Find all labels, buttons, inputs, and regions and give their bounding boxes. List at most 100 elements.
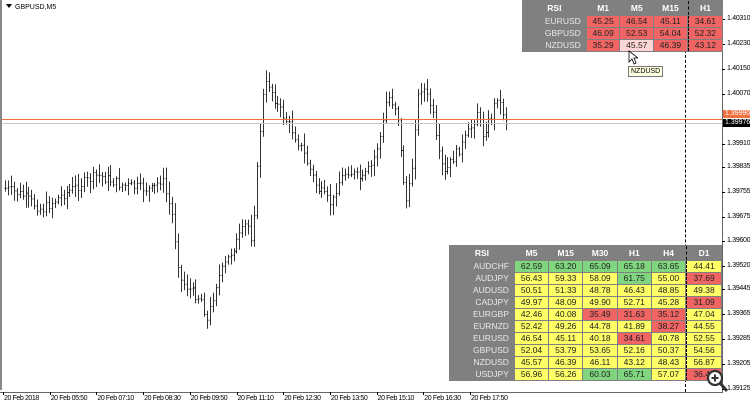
rsi-value-cell[interactable]: 46.43 [617,285,651,296]
ohlc-bar [388,91,391,107]
symbol-label[interactable]: AUDJPY [450,273,514,284]
rsi-value-cell[interactable]: 50.37 [651,345,686,356]
rsi-value-cell[interactable]: 46.09 [586,28,620,39]
rsi-value-cell[interactable]: 48.78 [583,285,617,296]
ohlc-bar [444,154,447,180]
ohlc-bar [156,177,159,193]
symbol-label[interactable]: EURUSD [523,16,586,27]
rsi-value-cell[interactable]: 34.61 [617,333,651,344]
rsi-value-cell[interactable]: 53.79 [549,345,583,356]
rsi-value-cell[interactable]: 45.57 [620,40,654,51]
symbol-label[interactable]: NZDUSD [450,357,514,368]
rsi-value-cell[interactable]: 59.33 [549,273,583,284]
rsi-value-cell[interactable]: 31.63 [617,309,651,320]
symbol-label[interactable]: GBPUSD [450,345,514,356]
rsi-value-cell[interactable]: 54.04 [654,28,687,39]
rsi-value-cell[interactable]: 52.55 [686,333,721,344]
rsi-value-cell[interactable]: 56.43 [514,273,549,284]
rsi-value-cell[interactable]: 35.49 [583,309,617,320]
ohlc-bar [429,88,432,114]
magnifier-plus-icon[interactable] [705,368,729,401]
symbol-label[interactable]: AUDUSD [450,285,514,296]
rsi-value-cell[interactable]: 40.08 [549,309,583,320]
symbol-label[interactable]: EURUSD [450,333,514,344]
rsi-value-cell[interactable]: 52.42 [514,321,549,332]
rsi-value-cell[interactable]: 65.18 [617,261,651,272]
rsi-value-cell[interactable]: 61.75 [617,273,651,284]
rsi-value-cell[interactable]: 53.65 [583,345,617,356]
rsi-value-cell[interactable]: 47.04 [686,309,721,320]
time-tick [49,392,51,395]
rsi-value-cell[interactable]: 56.87 [686,357,721,368]
ohlc-bar [285,112,288,125]
rsi-value-cell[interactable]: 49.97 [514,297,549,308]
rsi-value-cell[interactable]: 46.54 [514,333,549,344]
rsi-value-cell[interactable]: 41.89 [617,321,651,332]
rsi-value-cell[interactable]: 63.20 [549,261,583,272]
rsi-value-cell[interactable]: 31.09 [686,297,721,308]
rsi-value-cell[interactable]: 51.33 [549,285,583,296]
ohlc-bar [449,157,452,177]
rsi-value-cell[interactable]: 48.43 [651,357,686,368]
rsi-value-cell[interactable]: 52.32 [687,28,722,39]
ohlc-bar [256,162,259,220]
rsi-value-cell[interactable]: 40.78 [651,333,686,344]
rsi-value-cell[interactable]: 46.39 [654,40,687,51]
rsi-value-cell[interactable]: 38.27 [651,321,686,332]
rsi-value-cell[interactable]: 37.69 [686,273,721,284]
rsi-value-cell[interactable]: 63.65 [651,261,686,272]
rsi-value-cell[interactable]: 40.18 [583,333,617,344]
rsi-value-cell[interactable]: 36.42 [686,369,721,380]
price-chart[interactable] [0,0,723,390]
rsi-value-cell[interactable]: 44.55 [686,321,721,332]
symbol-label[interactable]: GBPUSD [523,28,586,39]
rsi-value-cell[interactable]: 46.11 [583,357,617,368]
symbol-label[interactable]: EURNZD [450,321,514,332]
rsi-value-cell[interactable]: 52.16 [617,345,651,356]
rsi-value-cell[interactable]: 55.00 [651,273,686,284]
rsi-value-cell[interactable]: 54.56 [686,345,721,356]
rsi-value-cell[interactable]: 60.03 [583,369,617,380]
rsi-value-cell[interactable]: 42.46 [514,309,549,320]
rsi-value-cell[interactable]: 43.12 [687,40,722,51]
price-label: 1.39205 [727,360,750,368]
rsi-value-cell[interactable]: 35.12 [651,309,686,320]
rsi-value-cell[interactable]: 48.09 [549,297,583,308]
rsi-value-cell[interactable]: 62.59 [514,261,549,272]
rsi-value-cell[interactable]: 35.29 [586,40,620,51]
rsi-value-cell[interactable]: 44.78 [583,321,617,332]
rsi-value-cell[interactable]: 50.51 [514,285,549,296]
rsi-value-cell[interactable]: 49.38 [686,285,721,296]
symbol-label[interactable]: EURGBP [450,309,514,320]
symbol-label[interactable]: USDJPY [450,369,514,380]
rsi-value-cell[interactable]: 65.09 [583,261,617,272]
rsi-value-cell[interactable]: 52.04 [514,345,549,356]
rsi-value-cell[interactable]: 48.85 [651,285,686,296]
dropdown-triangle-icon[interactable] [6,4,12,8]
rsi-value-cell[interactable]: 45.57 [514,357,549,368]
ohlc-bar [250,214,253,247]
rsi-value-cell[interactable]: 44.41 [686,261,721,272]
ohlc-bar [376,143,379,167]
rsi-value-cell[interactable]: 46.39 [549,357,583,368]
rsi-value-cell[interactable]: 34.61 [687,16,722,27]
symbol-label[interactable]: CADJPY [450,297,514,308]
rsi-value-cell[interactable]: 56.26 [549,369,583,380]
rsi-value-cell[interactable]: 49.26 [549,321,583,332]
column-header: RSI [450,246,514,260]
rsi-value-cell[interactable]: 56.96 [514,369,549,380]
symbol-label[interactable]: NZDUSD [523,40,586,51]
rsi-value-cell[interactable]: 52.71 [617,297,651,308]
rsi-value-cell[interactable]: 52.53 [620,28,654,39]
rsi-value-cell[interactable]: 49.90 [583,297,617,308]
rsi-value-cell[interactable]: 45.11 [654,16,687,27]
rsi-value-cell[interactable]: 45.28 [651,297,686,308]
rsi-value-cell[interactable]: 57.07 [651,369,686,380]
rsi-value-cell[interactable]: 58.09 [583,273,617,284]
symbol-label[interactable]: AUDCHF [450,261,514,272]
rsi-value-cell[interactable]: 43.12 [617,357,651,368]
rsi-value-cell[interactable]: 45.11 [549,333,583,344]
rsi-value-cell[interactable]: 46.54 [620,16,654,27]
rsi-value-cell[interactable]: 45.25 [586,16,620,27]
rsi-value-cell[interactable]: 65.71 [617,369,651,380]
